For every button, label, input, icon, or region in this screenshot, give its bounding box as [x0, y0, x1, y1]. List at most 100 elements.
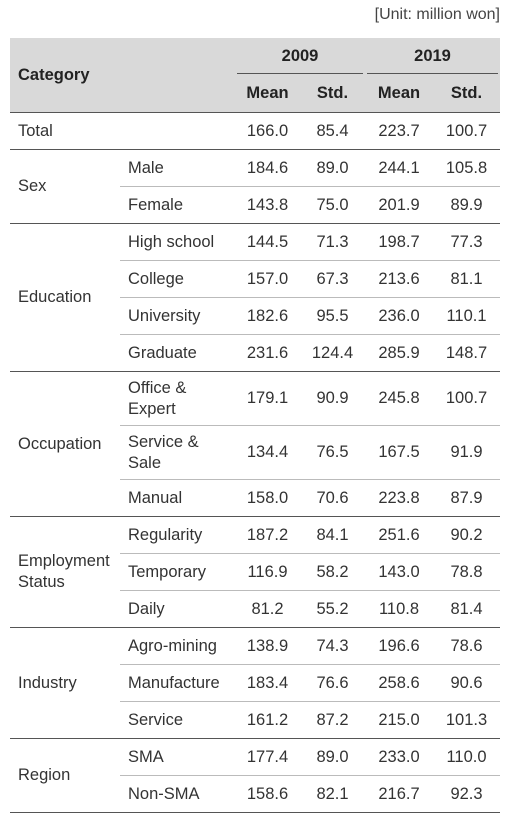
group-label: Occupation: [10, 371, 120, 517]
value-cell: 244.1: [365, 149, 433, 187]
row-label: Graduate: [120, 334, 235, 372]
value-cell: 158.6: [235, 775, 300, 813]
value-cell: 182.6: [235, 297, 300, 335]
data-table: Category 2009 2019 Mean Std. Mean Std. T…: [10, 38, 500, 813]
value-cell: 91.9: [433, 425, 500, 480]
table-row: University 182.6 95.5 236.0 110.1: [10, 297, 500, 335]
value-cell: 161.2: [235, 701, 300, 739]
value-cell: 100.7: [433, 371, 500, 426]
table-row: Non-SMA 158.6 82.1 216.7 92.3: [10, 775, 500, 813]
row-label: Daily: [120, 590, 235, 628]
value-cell: 124.4: [300, 334, 365, 372]
table-row: Female 143.8 75.0 201.9 89.9: [10, 186, 500, 224]
value-cell: 71.3: [300, 223, 365, 261]
value-cell: 148.7: [433, 334, 500, 372]
value-cell: 95.5: [300, 297, 365, 335]
value-cell: 285.9: [365, 334, 433, 372]
value-cell: 233.0: [365, 738, 433, 776]
group-label: Region: [10, 738, 120, 813]
value-cell: 157.0: [235, 260, 300, 298]
table-row: Service 161.2 87.2 215.0 101.3: [10, 701, 500, 739]
row-label: Female: [120, 186, 235, 224]
year-header: 2019: [365, 38, 500, 75]
value-cell: 196.6: [365, 627, 433, 665]
value-cell: 81.2: [235, 590, 300, 628]
value-cell: 158.0: [235, 479, 300, 517]
value-cell: 81.4: [433, 590, 500, 628]
header-row: Category 2009 2019: [10, 38, 500, 113]
row-label: Manufacture: [120, 664, 235, 702]
value-cell: 177.4: [235, 738, 300, 776]
value-cell: 251.6: [365, 516, 433, 554]
table-row: Region SMA 177.4 89.0 233.0 110.0: [10, 738, 500, 813]
value-cell: 55.2: [300, 590, 365, 628]
table-row: College 157.0 67.3 213.6 81.1: [10, 260, 500, 298]
year-header: 2009: [235, 38, 365, 75]
value-cell: 90.9: [300, 371, 365, 426]
row-label: High school: [120, 223, 235, 261]
value-cell: 215.0: [365, 701, 433, 739]
value-cell: 245.8: [365, 371, 433, 426]
value-cell: 110.1: [433, 297, 500, 335]
value-cell: 231.6: [235, 334, 300, 372]
value-cell: 198.7: [365, 223, 433, 261]
table-row: Service & Sale 134.4 76.5 167.5 91.9: [10, 425, 500, 480]
unit-note: [Unit: million won]: [374, 6, 500, 23]
value-cell: 179.1: [235, 371, 300, 426]
table-row: Manufacture 183.4 76.6 258.6 90.6: [10, 664, 500, 702]
row-label: Non-SMA: [120, 775, 235, 813]
value-cell: 87.9: [433, 479, 500, 517]
value-cell: 89.0: [300, 149, 365, 187]
value-cell: 110.0: [433, 738, 500, 776]
header-row: Mean Std. Mean Std.: [10, 74, 500, 113]
row-label: Temporary: [120, 553, 235, 591]
value-cell: 110.8: [365, 590, 433, 628]
value-cell: 87.2: [300, 701, 365, 739]
value-cell: 82.1: [300, 775, 365, 813]
value-cell: 78.8: [433, 553, 500, 591]
value-cell: 74.3: [300, 627, 365, 665]
value-cell: 223.7: [365, 112, 433, 150]
year-label: 2009: [237, 47, 363, 75]
table-row: Temporary 116.9 58.2 143.0 78.8: [10, 553, 500, 591]
value-cell: 183.4: [235, 664, 300, 702]
group-label: Employment Status: [10, 516, 120, 628]
value-cell: 116.9: [235, 553, 300, 591]
value-cell: 78.6: [433, 627, 500, 665]
table-row: Manual 158.0 70.6 223.8 87.9: [10, 479, 500, 517]
value-cell: 184.6: [235, 149, 300, 187]
table-row: Sex Male 184.6 89.0 244.1 105.8: [10, 149, 500, 224]
value-cell: 258.6: [365, 664, 433, 702]
row-label: Service & Sale: [120, 425, 235, 480]
value-cell: 101.3: [433, 701, 500, 739]
row-label: SMA: [120, 738, 235, 776]
value-cell: 223.8: [365, 479, 433, 517]
table-row: Total 166.0 85.4 223.7 100.7: [10, 112, 500, 150]
stat-header: Mean: [365, 74, 433, 113]
group-label: Sex: [10, 149, 120, 224]
stat-header: Mean: [235, 74, 300, 113]
value-cell: 81.1: [433, 260, 500, 298]
value-cell: 67.3: [300, 260, 365, 298]
value-cell: 92.3: [433, 775, 500, 813]
value-cell: 90.2: [433, 516, 500, 554]
value-cell: 213.6: [365, 260, 433, 298]
table-row: Industry Agro-mining 138.9 74.3 196.6 78.6: [10, 627, 500, 739]
category-header: Category: [10, 38, 235, 113]
row-label: University: [120, 297, 235, 335]
value-cell: 166.0: [235, 112, 300, 150]
row-label: College: [120, 260, 235, 298]
value-cell: 144.5: [235, 223, 300, 261]
row-label: Regularity: [120, 516, 235, 554]
table-body: Total 166.0 85.4 223.7 100.7 Sex Male 184.6 89.0…: [10, 112, 500, 813]
group-label: Total: [10, 112, 235, 150]
value-cell: 216.7: [365, 775, 433, 813]
table-row: Daily 81.2 55.2 110.8 81.4: [10, 590, 500, 628]
stat-header: Std.: [300, 74, 365, 113]
value-cell: 143.0: [365, 553, 433, 591]
value-cell: 76.6: [300, 664, 365, 702]
row-label: Male: [120, 149, 235, 187]
year-label: 2019: [367, 47, 498, 75]
value-cell: 84.1: [300, 516, 365, 554]
